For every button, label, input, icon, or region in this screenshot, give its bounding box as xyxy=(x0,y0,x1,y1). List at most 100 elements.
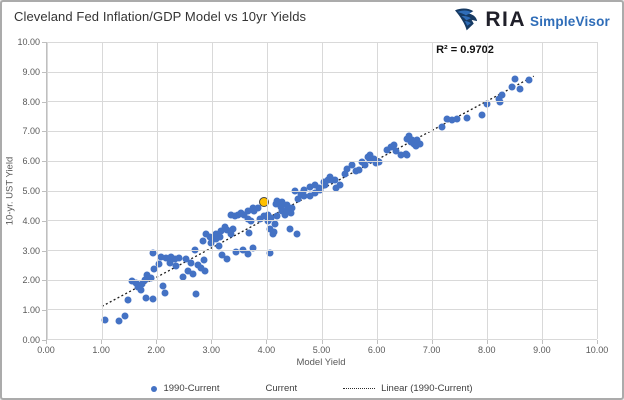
y-tick-mark xyxy=(42,101,46,103)
data-point xyxy=(316,186,324,194)
data-point xyxy=(218,251,226,259)
data-point xyxy=(121,312,129,320)
gridline-vertical xyxy=(597,42,598,339)
data-point xyxy=(202,230,210,238)
data-point xyxy=(166,259,174,267)
y-tick-mark xyxy=(42,191,46,192)
x-tick-label: 1.00 xyxy=(92,345,110,355)
x-tick-mark xyxy=(321,340,323,344)
data-point xyxy=(306,192,314,200)
data-point xyxy=(463,114,471,122)
data-point xyxy=(443,115,451,123)
legend-item-1990-current: 1990-Current xyxy=(151,383,219,394)
data-point xyxy=(247,217,254,225)
data-point xyxy=(283,201,291,209)
data-point xyxy=(201,267,209,275)
data-point xyxy=(297,190,305,198)
simplevisor-logo-text: SimpleVisor xyxy=(530,13,610,29)
data-point xyxy=(288,204,296,212)
data-point xyxy=(281,211,289,219)
data-point xyxy=(245,229,253,237)
x-tick-label: 2.00 xyxy=(147,345,165,355)
y-tick-mark xyxy=(42,310,46,312)
data-point xyxy=(184,267,192,275)
data-point xyxy=(366,151,374,159)
data-point xyxy=(392,147,400,155)
r-squared-annotation: R² = 0.9702 xyxy=(436,44,494,56)
x-tick-label: 9.00 xyxy=(533,345,551,355)
y-tick-label: 8.00 xyxy=(22,96,40,107)
legend-item-current: Current xyxy=(265,383,297,394)
current-data-point xyxy=(259,197,270,208)
ria-logo-text: RIA xyxy=(485,8,527,31)
y-tick-label: 1.00 xyxy=(22,305,40,316)
data-point xyxy=(254,204,262,212)
brand-logo: RIA SimpleVisor xyxy=(454,7,610,32)
chart-title: Cleveland Fed Inflation/GDP Model vs 10y… xyxy=(14,9,307,24)
y-tick-mark xyxy=(42,250,46,252)
data-point xyxy=(207,239,215,247)
data-point xyxy=(283,206,291,213)
data-point xyxy=(516,85,524,93)
data-point xyxy=(249,204,257,212)
y-tick-label: 3.00 xyxy=(22,245,40,256)
x-tick-label: 5.00 xyxy=(312,345,331,355)
data-point xyxy=(266,249,274,257)
gridline-vertical xyxy=(542,42,543,339)
data-point xyxy=(149,295,157,303)
x-tick-mark xyxy=(486,340,488,344)
x-tick-mark xyxy=(101,340,103,344)
data-point xyxy=(352,167,360,175)
data-point xyxy=(278,198,286,206)
data-point xyxy=(149,249,157,257)
y-tick-mark xyxy=(42,340,46,341)
y-tick-label: 4.00 xyxy=(22,215,40,226)
data-point xyxy=(237,209,245,217)
dotted-line-icon xyxy=(343,388,376,389)
data-point xyxy=(300,192,308,200)
data-point xyxy=(348,161,356,169)
x-tick-label: 6.00 xyxy=(367,345,386,355)
y-tick-mark xyxy=(42,280,46,282)
data-point xyxy=(277,203,285,211)
data-point xyxy=(232,248,240,256)
data-point xyxy=(197,264,205,272)
x-tick-mark xyxy=(266,340,268,344)
data-point xyxy=(143,271,151,279)
data-point xyxy=(300,186,308,194)
data-point xyxy=(321,181,329,189)
data-point xyxy=(311,181,319,189)
data-point xyxy=(227,211,235,219)
data-point xyxy=(150,265,158,273)
x-tick-mark xyxy=(597,340,598,344)
data-point xyxy=(179,273,187,281)
data-point xyxy=(287,209,295,217)
data-point xyxy=(182,255,190,263)
data-point xyxy=(124,296,132,304)
data-point xyxy=(216,233,224,241)
data-point xyxy=(192,290,199,298)
data-point xyxy=(273,212,281,220)
data-point xyxy=(244,250,252,258)
data-point xyxy=(240,211,248,219)
data-point xyxy=(498,91,506,99)
data-point xyxy=(215,242,223,250)
y-tick-mark xyxy=(42,71,46,73)
data-point xyxy=(161,289,169,297)
data-point xyxy=(101,316,109,324)
legend-label: 1990-Current xyxy=(163,383,220,394)
y-tick-label: 0.00 xyxy=(22,335,40,345)
gridline-horizontal xyxy=(47,309,597,311)
y-tick-label: 2.00 xyxy=(22,275,40,286)
data-point xyxy=(155,260,163,268)
x-tick-mark xyxy=(46,340,47,344)
data-point xyxy=(416,140,424,148)
y-tick-label: 9.00 xyxy=(22,66,40,77)
data-point xyxy=(511,75,519,83)
y-axis-title: 10-yr. UST Yield xyxy=(4,156,16,226)
data-point xyxy=(159,282,167,290)
data-point xyxy=(187,259,195,267)
data-point xyxy=(355,166,363,174)
data-point xyxy=(223,226,231,234)
y-tick-mark xyxy=(42,42,46,43)
